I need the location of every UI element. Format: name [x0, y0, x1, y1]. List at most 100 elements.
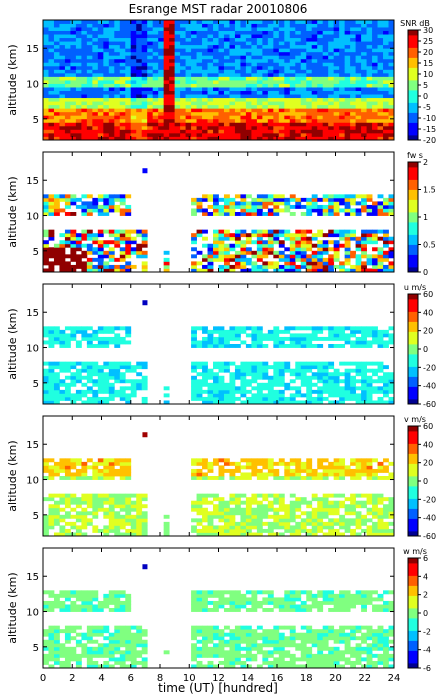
heatmap-cell	[273, 461, 280, 466]
heatmap-cell	[245, 400, 252, 405]
heatmap-cell	[361, 97, 367, 102]
heatmap-cell	[53, 604, 60, 609]
heatmap-cell	[191, 44, 197, 49]
heatmap-cell	[361, 261, 367, 266]
heatmap-cell	[267, 101, 274, 106]
heatmap-cell	[262, 72, 269, 77]
heatmap-cell	[295, 461, 302, 466]
heatmap-cell	[81, 368, 88, 373]
heatmap-cell	[48, 34, 55, 39]
heatmap-cell	[267, 90, 274, 95]
heatmap-cell	[366, 37, 373, 42]
heatmap-cell	[103, 48, 110, 53]
heatmap-cell	[152, 132, 159, 137]
heatmap-cell	[377, 400, 384, 405]
heatmap-cell	[361, 58, 367, 63]
heatmap-cell	[141, 80, 148, 84]
heatmap-cell	[350, 389, 357, 394]
heatmap-cell	[97, 504, 104, 509]
heatmap-cell	[43, 83, 49, 88]
heatmap-cell	[59, 329, 66, 334]
heatmap-cell	[97, 229, 104, 234]
heatmap-cell	[147, 41, 154, 46]
heatmap-cell	[240, 101, 247, 106]
heatmap-cell	[59, 608, 66, 612]
heatmap-cell	[86, 44, 93, 49]
heatmap-cell	[377, 44, 384, 49]
heatmap-cell	[191, 197, 197, 202]
heatmap-cell	[64, 476, 71, 480]
heatmap-cell	[202, 101, 208, 106]
colorbar-step	[408, 130, 418, 133]
heatmap-cell	[97, 65, 104, 70]
heatmap-cell	[119, 44, 126, 49]
heatmap-cell	[92, 136, 99, 141]
heatmap-cell	[43, 368, 49, 373]
heatmap-cell	[339, 136, 346, 141]
heatmap-cell	[125, 532, 132, 537]
heatmap-cell	[240, 194, 247, 199]
heatmap-cell	[64, 500, 71, 505]
heatmap-cell	[86, 69, 93, 74]
heatmap-cell	[53, 646, 60, 651]
heatmap-cell	[125, 340, 132, 345]
heatmap-cell	[136, 132, 143, 137]
heatmap-cell	[278, 41, 285, 46]
heatmap-cell	[59, 461, 66, 466]
heatmap-cell	[223, 340, 230, 345]
heatmap-cell	[328, 104, 335, 109]
heatmap-cell	[48, 646, 55, 651]
heatmap-cell	[328, 34, 335, 39]
heatmap-cell	[350, 27, 357, 31]
heatmap-cell	[43, 247, 49, 252]
heatmap-cell	[185, 129, 192, 134]
heatmap-cell	[97, 461, 104, 466]
heatmap-cell	[377, 511, 384, 516]
heatmap-cell	[141, 236, 148, 241]
heatmap-cell	[372, 44, 378, 49]
heatmap-cell	[43, 393, 49, 398]
heatmap-cell	[59, 514, 66, 519]
colorbar-step	[408, 247, 418, 250]
heatmap-cell	[191, 90, 197, 95]
heatmap-cell	[256, 247, 263, 252]
heatmap-cell	[300, 340, 307, 345]
heatmap-cell	[366, 197, 373, 202]
heatmap-cell	[339, 132, 346, 137]
heatmap-cell	[322, 268, 329, 273]
heatmap-cell	[119, 468, 126, 473]
colorbar-step	[408, 476, 418, 479]
heatmap-cell	[81, 80, 88, 84]
heatmap-cell	[234, 507, 241, 512]
heatmap-cell	[256, 125, 263, 130]
heatmap-cell	[377, 204, 384, 209]
heatmap-cell	[240, 62, 247, 67]
heatmap-cell	[141, 361, 148, 366]
heatmap-cell	[114, 379, 121, 384]
heatmap-cell	[284, 507, 291, 512]
heatmap-cell	[355, 257, 362, 262]
heatmap-cell	[169, 41, 176, 46]
heatmap-cell	[53, 201, 60, 206]
heatmap-cell	[152, 118, 159, 123]
heatmap-cell	[234, 497, 241, 502]
heatmap-cell	[108, 48, 115, 53]
heatmap-cell	[311, 136, 318, 141]
heatmap-cell	[130, 125, 137, 130]
heatmap-cell	[262, 368, 269, 373]
heatmap-cell	[229, 247, 236, 252]
heatmap-cell	[202, 340, 208, 345]
heatmap-cell	[48, 636, 55, 641]
heatmap-cell	[240, 361, 247, 366]
heatmap-cell	[202, 368, 208, 373]
heatmap-cell	[262, 41, 269, 46]
heatmap-cell	[81, 87, 88, 91]
heatmap-cell	[300, 240, 307, 245]
heatmap-cell	[64, 80, 71, 84]
heatmap-cell	[245, 62, 252, 67]
heatmap-cell	[75, 108, 82, 113]
heatmap-cell	[48, 136, 55, 141]
heatmap-cell	[125, 108, 132, 113]
heatmap-cell	[278, 129, 285, 134]
heatmap-cell	[43, 372, 49, 377]
